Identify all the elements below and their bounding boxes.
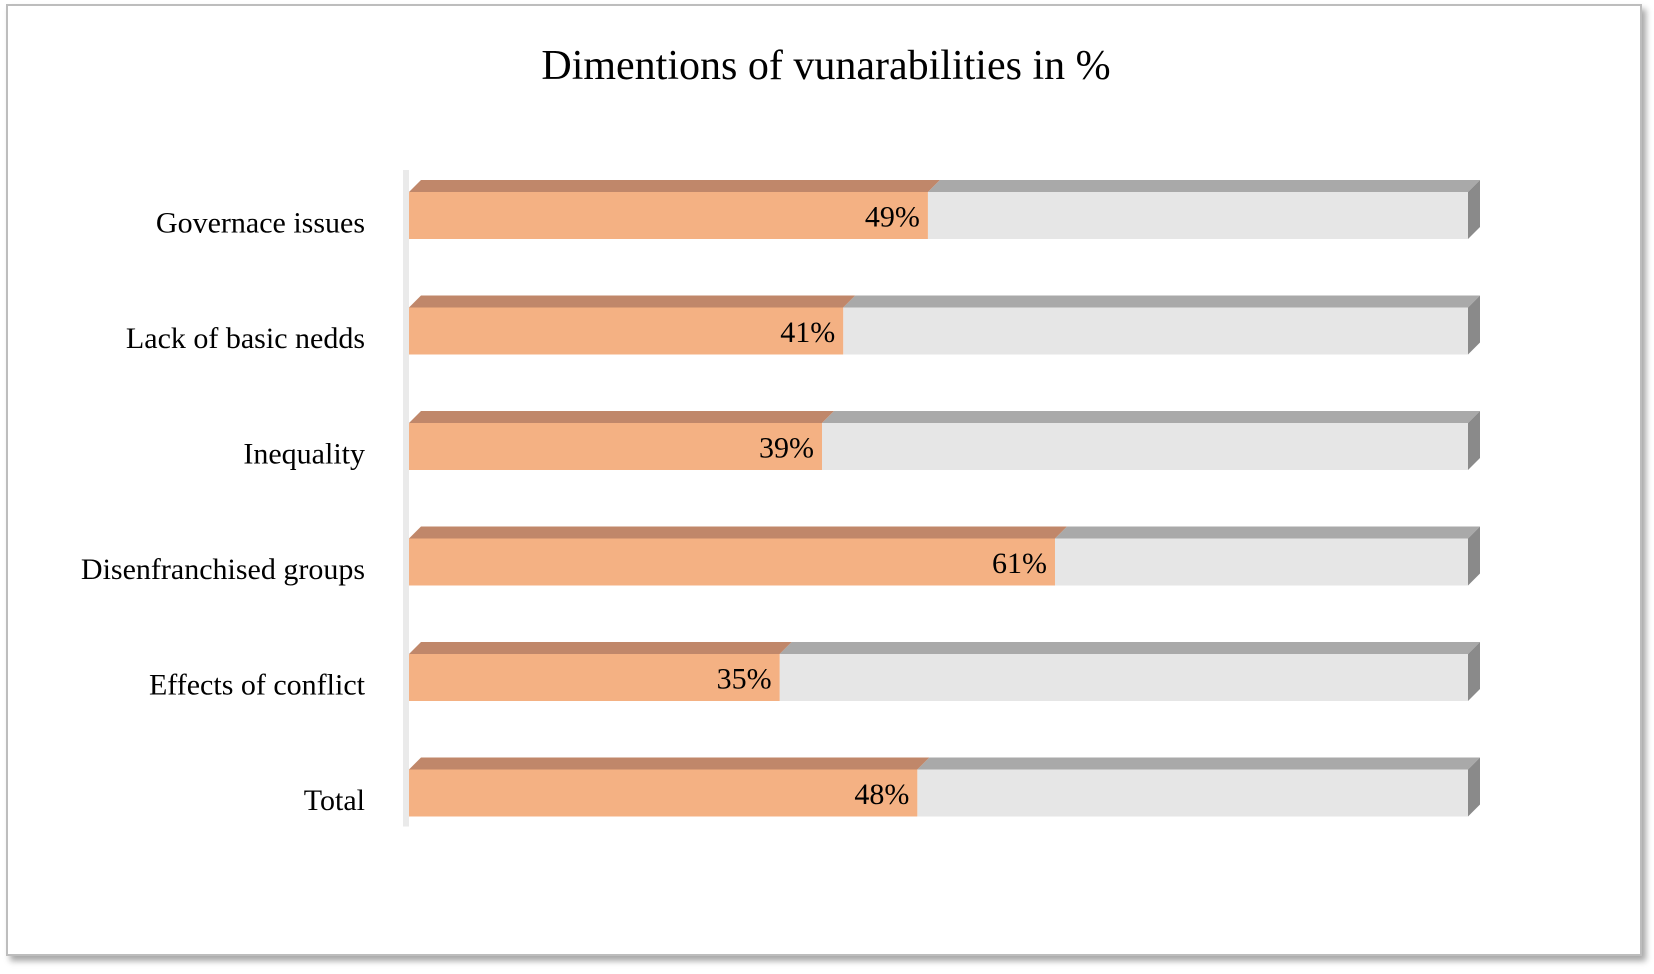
bar-remainder-top bbox=[822, 411, 1480, 423]
bar bbox=[409, 538, 1055, 586]
axis-wall bbox=[403, 170, 409, 827]
category-label: Governace issues bbox=[156, 207, 365, 240]
bar-remainder-side bbox=[1468, 757, 1480, 817]
data-label: 49% bbox=[865, 201, 920, 234]
bar-top bbox=[409, 642, 792, 654]
bar-remainder-top bbox=[927, 180, 1480, 192]
bar-remainder-top bbox=[779, 642, 1480, 654]
bar-remainder bbox=[917, 769, 1468, 817]
bar-top bbox=[409, 180, 940, 192]
bar bbox=[409, 307, 844, 355]
data-label: 61% bbox=[992, 547, 1047, 580]
bar-remainder-side bbox=[1468, 180, 1480, 239]
bar-remainder bbox=[1054, 538, 1468, 586]
bar bbox=[409, 769, 918, 817]
category-label: Total bbox=[304, 784, 365, 817]
bar-remainder-side bbox=[1468, 295, 1480, 355]
bar-top bbox=[409, 295, 856, 308]
category-label: Inequality bbox=[243, 438, 365, 471]
bar-chart: 49% Governace issues 41% Lack of basic nedd… bbox=[81, 170, 1480, 827]
bar bbox=[409, 192, 928, 239]
bar-remainder-side bbox=[1468, 411, 1480, 470]
data-label: 39% bbox=[759, 432, 814, 465]
chart-frame: Dimentions of vunarabilities in % 49% Gov… bbox=[6, 4, 1642, 956]
bar-remainder bbox=[843, 307, 1468, 355]
chart-title: Dimentions of vunarabilities in % bbox=[541, 43, 1111, 89]
bar-remainder bbox=[822, 423, 1468, 470]
bar-remainder-side bbox=[1468, 526, 1480, 586]
data-label: 35% bbox=[717, 663, 772, 696]
data-label: 48% bbox=[854, 778, 909, 811]
bar-remainder bbox=[927, 192, 1468, 239]
category-label: Disenfranchised groups bbox=[81, 553, 365, 586]
bar-remainder-top bbox=[1054, 526, 1480, 539]
data-label: 41% bbox=[780, 316, 835, 349]
bar bbox=[409, 654, 780, 701]
category-label: Effects of conflict bbox=[149, 669, 366, 702]
category-label: Lack of basic nedds bbox=[126, 322, 365, 355]
bar-remainder-top bbox=[843, 295, 1480, 308]
bar-top bbox=[409, 411, 835, 423]
bar-remainder bbox=[779, 654, 1468, 701]
bar-top bbox=[409, 757, 930, 770]
bar-remainder-top bbox=[917, 757, 1480, 770]
bar-top bbox=[409, 526, 1067, 539]
bar bbox=[409, 423, 823, 470]
bar-remainder-side bbox=[1468, 642, 1480, 701]
